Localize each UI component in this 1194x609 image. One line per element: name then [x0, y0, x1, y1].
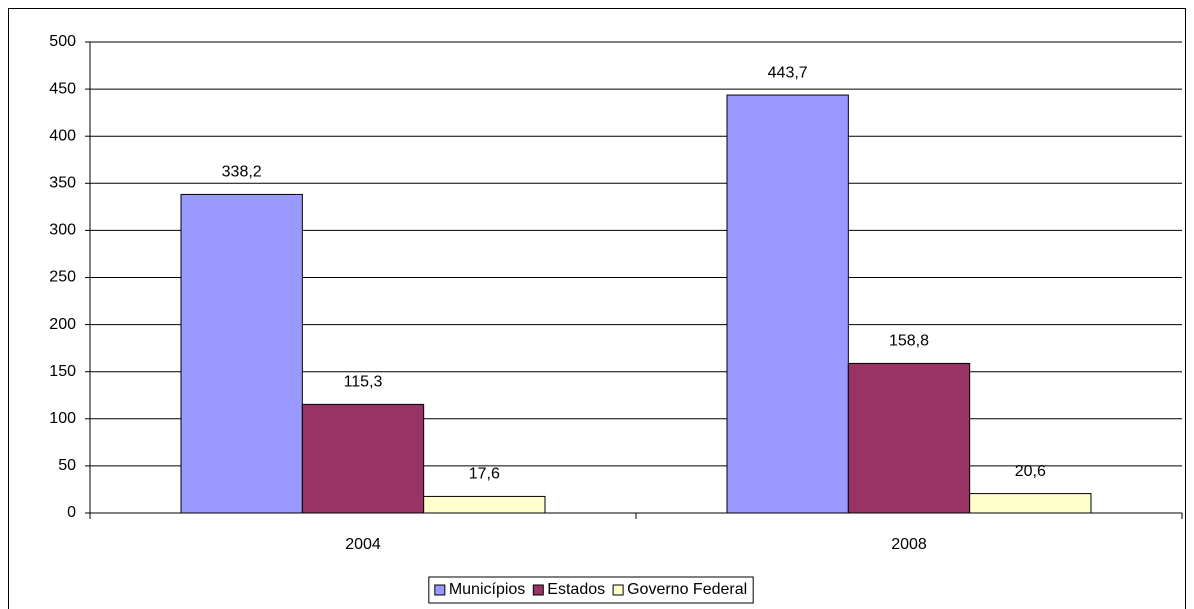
legend-label: Estados: [547, 581, 605, 598]
bar: [301, 403, 425, 514]
value-label: 115,3: [344, 374, 383, 391]
y-tick-label: 300: [49, 222, 76, 239]
y-tick-label: 100: [49, 410, 76, 427]
y-tick-label: 200: [49, 316, 76, 333]
y-tick-label: 400: [49, 127, 76, 144]
bar: [726, 94, 849, 514]
y-tick-label: 250: [49, 269, 76, 286]
y-tick-label: 350: [49, 175, 76, 192]
x-tick-label: 2004: [345, 536, 381, 553]
value-label: 158,8: [889, 333, 929, 350]
legend-label: Governo Federal: [627, 581, 747, 598]
y-tick-label: 50: [58, 457, 76, 474]
bar: [969, 493, 1092, 514]
bar: [180, 193, 303, 514]
legend-swatch: [532, 584, 544, 596]
legend-label: Municípios: [449, 581, 525, 598]
value-label: 20,6: [1015, 463, 1046, 480]
value-label: 443,7: [768, 64, 808, 81]
y-tick-label: 500: [49, 33, 76, 50]
legend-box: [428, 576, 754, 604]
y-tick-label: 150: [49, 363, 76, 380]
legend-swatch: [434, 584, 446, 596]
bar: [423, 495, 546, 514]
x-tick-label: 2008: [891, 536, 927, 553]
bar: [847, 362, 971, 514]
value-label: 338,2: [222, 164, 262, 181]
y-tick-label: 450: [49, 80, 76, 97]
legend-swatch: [612, 584, 624, 596]
y-tick-label: 0: [67, 504, 76, 521]
value-label: 17,6: [469, 466, 500, 483]
